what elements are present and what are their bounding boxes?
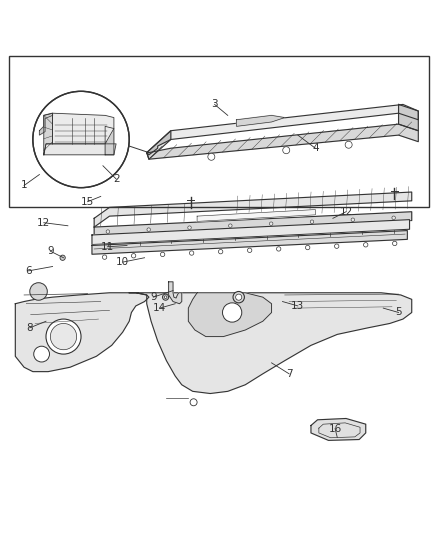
Circle shape bbox=[223, 303, 242, 322]
Polygon shape bbox=[92, 220, 410, 245]
Circle shape bbox=[46, 319, 81, 354]
Circle shape bbox=[131, 254, 136, 258]
Text: 9: 9 bbox=[150, 292, 157, 302]
Circle shape bbox=[269, 222, 273, 225]
Circle shape bbox=[219, 249, 223, 254]
Text: 2: 2 bbox=[113, 174, 120, 184]
Text: 3: 3 bbox=[211, 100, 218, 109]
Polygon shape bbox=[399, 104, 418, 131]
Polygon shape bbox=[44, 113, 53, 155]
Circle shape bbox=[276, 247, 281, 251]
Text: 5: 5 bbox=[395, 308, 402, 318]
Circle shape bbox=[351, 218, 355, 222]
Polygon shape bbox=[197, 209, 315, 221]
Polygon shape bbox=[147, 104, 418, 159]
Text: 15: 15 bbox=[81, 197, 94, 207]
Circle shape bbox=[392, 241, 397, 246]
Circle shape bbox=[30, 282, 47, 300]
Text: 1: 1 bbox=[21, 181, 28, 190]
Polygon shape bbox=[147, 124, 418, 159]
Circle shape bbox=[106, 230, 110, 233]
Text: 12: 12 bbox=[339, 207, 353, 217]
Circle shape bbox=[60, 255, 65, 260]
Circle shape bbox=[164, 296, 167, 298]
Circle shape bbox=[190, 399, 197, 406]
Text: 4: 4 bbox=[312, 143, 319, 154]
Circle shape bbox=[345, 141, 352, 148]
Circle shape bbox=[236, 294, 242, 300]
Circle shape bbox=[247, 248, 252, 253]
Polygon shape bbox=[15, 293, 149, 372]
Circle shape bbox=[160, 252, 165, 256]
Circle shape bbox=[190, 251, 194, 255]
Polygon shape bbox=[44, 144, 116, 155]
Polygon shape bbox=[129, 293, 412, 393]
Text: 7: 7 bbox=[286, 369, 293, 379]
Circle shape bbox=[147, 228, 150, 231]
Text: 16: 16 bbox=[328, 424, 342, 433]
Circle shape bbox=[162, 294, 169, 300]
Circle shape bbox=[102, 255, 107, 260]
Circle shape bbox=[335, 244, 339, 248]
Circle shape bbox=[34, 346, 49, 362]
Circle shape bbox=[188, 226, 191, 229]
Circle shape bbox=[50, 324, 77, 350]
Polygon shape bbox=[237, 115, 285, 126]
Circle shape bbox=[33, 91, 129, 188]
Circle shape bbox=[233, 292, 244, 303]
Polygon shape bbox=[94, 192, 412, 227]
Text: 8: 8 bbox=[26, 323, 33, 333]
Text: 14: 14 bbox=[153, 303, 166, 313]
Circle shape bbox=[305, 245, 310, 250]
Circle shape bbox=[283, 147, 290, 154]
Text: 9: 9 bbox=[47, 246, 54, 256]
Polygon shape bbox=[311, 418, 366, 440]
Bar bbox=[9, 56, 429, 207]
Text: 10: 10 bbox=[116, 257, 129, 267]
Circle shape bbox=[364, 243, 368, 247]
Polygon shape bbox=[147, 131, 171, 155]
Polygon shape bbox=[188, 293, 272, 336]
Circle shape bbox=[208, 154, 215, 160]
Polygon shape bbox=[94, 212, 412, 236]
Text: 13: 13 bbox=[291, 301, 304, 311]
Circle shape bbox=[310, 220, 314, 223]
Text: 6: 6 bbox=[25, 266, 32, 276]
Circle shape bbox=[229, 224, 232, 228]
Polygon shape bbox=[53, 113, 114, 144]
Text: 11: 11 bbox=[101, 242, 114, 252]
Polygon shape bbox=[92, 231, 407, 254]
Polygon shape bbox=[39, 113, 53, 135]
Circle shape bbox=[392, 216, 396, 220]
Polygon shape bbox=[169, 282, 182, 304]
Polygon shape bbox=[105, 126, 114, 155]
Text: 12: 12 bbox=[37, 217, 50, 228]
